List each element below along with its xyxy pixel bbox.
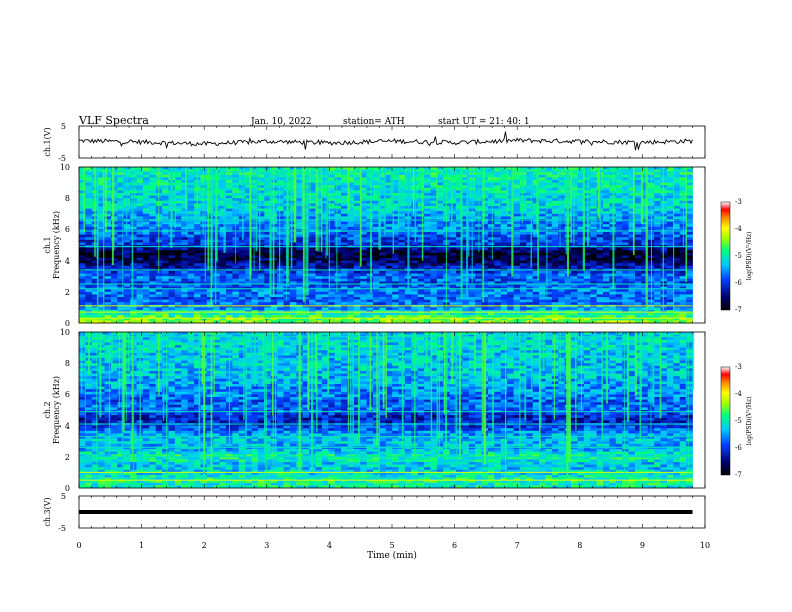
ch2-cbtick-3: -3 xyxy=(735,363,742,371)
ch1-spectrogram-image xyxy=(79,167,705,324)
ch1-spectrogram-panel: 0 2 4 6 8 10 ch.1 Frequency (kHz) -3 -4 … xyxy=(43,163,753,328)
time-tick-label: 5 xyxy=(389,541,394,550)
time-tick-label: 10 xyxy=(700,541,710,550)
ch1-ytick-8: 8 xyxy=(65,194,70,203)
ch1-ytick-2: 2 xyxy=(65,288,70,297)
ch1-waveform-trace xyxy=(78,131,693,151)
station-label: station= ATH xyxy=(343,117,405,127)
ch1-ytick-4: 4 xyxy=(65,257,70,266)
time-tick-label: 3 xyxy=(264,541,269,550)
ch3-ytick-top: 5 xyxy=(61,492,66,501)
ch3-ylabel: ch.3(V) xyxy=(43,497,52,526)
time-tick-label: 8 xyxy=(577,541,582,550)
ch2-freq-ticks: 0 2 4 6 8 10 xyxy=(60,328,70,493)
ch1-cbtick-7: -7 xyxy=(735,306,742,314)
ch2-cbtick-4: -4 xyxy=(735,390,742,398)
ch1-colorbar xyxy=(720,201,731,311)
ch2-ytick-10: 10 xyxy=(60,328,70,337)
time-axis: 0 1 2 3 4 5 6 7 8 9 10 xyxy=(76,126,710,550)
ch1-colorbar-label: log(PSD)(V²/Hz) xyxy=(746,232,753,281)
ch1-spec-ylabel-1: ch.1 xyxy=(43,236,52,253)
ch1-cbtick-3: -3 xyxy=(735,198,742,206)
time-tick-label: 6 xyxy=(452,541,457,550)
ch2-colorbar-label: log(PSD)(V²/Hz) xyxy=(746,397,753,446)
ch2-cbtick-6: -6 xyxy=(735,444,742,452)
ch3-waveform-panel: 5 -5 ch.3(V) xyxy=(43,492,706,533)
ch1-cbtick-4: -4 xyxy=(735,225,742,233)
start-time-label: start UT = 21: 40: 1 xyxy=(438,117,530,127)
figure-title: VLF Spectra xyxy=(78,114,149,127)
time-tick-label: 9 xyxy=(640,541,645,550)
ch1-ytick-top: 5 xyxy=(61,122,66,131)
ch1-ytick-bottom: -5 xyxy=(58,154,66,163)
time-tick-label: 0 xyxy=(76,541,81,550)
ch1-ytick-0: 0 xyxy=(65,319,70,328)
ch1-cbtick-5: -5 xyxy=(735,252,742,260)
ch1-ylabel: ch.1(V) xyxy=(43,127,52,156)
ch1-spec-ylabel-2: Frequency (kHz) xyxy=(52,211,61,279)
time-tick-label: 1 xyxy=(139,541,144,550)
ch2-ytick-8: 8 xyxy=(65,359,70,368)
time-tick-label: 4 xyxy=(327,541,332,550)
ch2-colorbar xyxy=(720,366,731,476)
ch2-spectrogram-image xyxy=(79,332,705,489)
ch2-ytick-4: 4 xyxy=(65,422,70,431)
time-tick-label: 2 xyxy=(202,541,207,550)
ch1-ytick-6: 6 xyxy=(65,225,70,234)
ch2-spec-ylabel-1: ch.2 xyxy=(43,401,52,418)
ch2-ytick-6: 6 xyxy=(65,390,70,399)
ch2-ytick-2: 2 xyxy=(65,453,70,462)
ch2-ytick-0: 0 xyxy=(65,484,70,493)
ch2-cbtick-5: -5 xyxy=(735,417,742,425)
ch2-cbtick-7: -7 xyxy=(735,471,742,479)
ch1-ytick-10: 10 xyxy=(60,163,70,172)
time-tick-label: 7 xyxy=(515,541,520,550)
time-axis-label: Time (min) xyxy=(367,550,417,561)
ch2-spectrogram-panel: 0 2 4 6 8 10 ch.2 Frequency (kHz) -3 -4 … xyxy=(43,328,753,493)
ch1-cbtick-6: -6 xyxy=(735,279,742,287)
ch3-ytick-bottom: -5 xyxy=(58,524,66,533)
ch2-spec-ylabel-2: Frequency (kHz) xyxy=(52,376,61,444)
ch1-waveform-panel: 5 -5 ch.1(V) xyxy=(43,122,706,163)
date-label: Jan. 10, 2022 xyxy=(250,117,312,127)
ch1-freq-ticks: 0 2 4 6 8 10 xyxy=(60,163,70,328)
